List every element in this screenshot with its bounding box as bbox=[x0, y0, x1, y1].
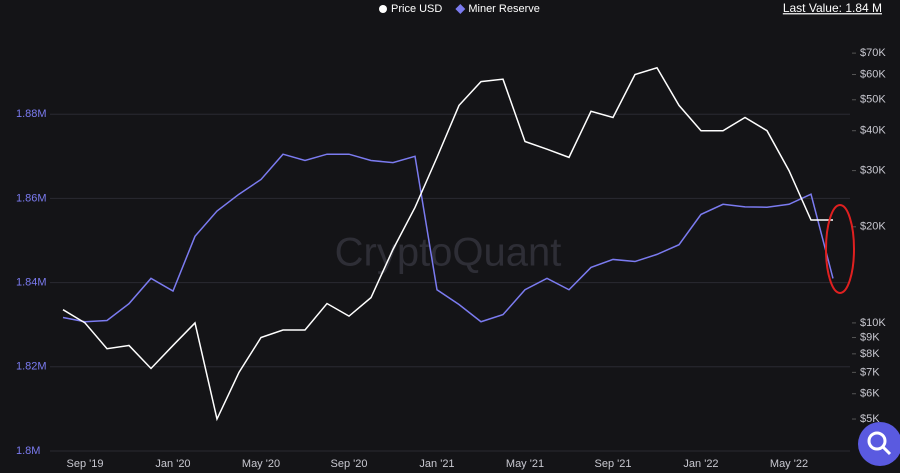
x-tick-label: Sep '21 bbox=[595, 458, 632, 470]
legend-marker bbox=[379, 5, 387, 13]
search-button[interactable] bbox=[858, 422, 900, 466]
y-tick-label: 1.82M bbox=[16, 361, 47, 373]
y2-tick-label: $40K bbox=[860, 125, 886, 137]
y2-tick-label: $5K bbox=[860, 413, 880, 425]
x-tick-label: May '20 bbox=[242, 458, 280, 470]
x-tick-label: May '22 bbox=[770, 458, 808, 470]
search-icon[interactable] bbox=[867, 431, 887, 451]
y2-tick-label: $7K bbox=[860, 366, 880, 378]
y2-tick-label: $70K bbox=[860, 47, 886, 59]
highlight-circle bbox=[825, 204, 855, 294]
y2-tick-label: $20K bbox=[860, 221, 886, 233]
y2-tick-label: $6K bbox=[860, 388, 880, 400]
y2-tick-label: $9K bbox=[860, 331, 880, 343]
legend-label: Miner Reserve bbox=[468, 3, 540, 15]
x-tick-label: May '21 bbox=[506, 458, 544, 470]
y2-tick-label: $8K bbox=[860, 348, 880, 360]
y-tick-label: 1.86M bbox=[16, 192, 47, 204]
x-tick-label: Sep '19 bbox=[67, 458, 104, 470]
y2-tick-label: $30K bbox=[860, 164, 886, 176]
y2-tick-label: $60K bbox=[860, 68, 886, 80]
last-value: Last Value: 1.84 M bbox=[783, 1, 882, 15]
x-tick-label: Jan '20 bbox=[155, 458, 190, 470]
series-line bbox=[62, 153, 834, 323]
legend-label: Price USD bbox=[391, 3, 442, 15]
x-tick-label: Jan '22 bbox=[683, 458, 718, 470]
watermark: CryptoQuant bbox=[335, 231, 562, 275]
y2-tick-label: $50K bbox=[860, 94, 886, 106]
y2-tick-label: $10K bbox=[860, 317, 886, 329]
y-tick-label: 1.88M bbox=[16, 108, 47, 120]
series-line bbox=[62, 66, 833, 422]
search-bg[interactable] bbox=[858, 422, 900, 466]
x-tick-label: Sep '20 bbox=[331, 458, 368, 470]
y-tick-label: 1.8M bbox=[16, 445, 40, 457]
search-icon-handle[interactable] bbox=[881, 445, 892, 456]
y-tick-label: 1.84M bbox=[16, 277, 47, 289]
x-tick-label: Jan '21 bbox=[419, 458, 454, 470]
